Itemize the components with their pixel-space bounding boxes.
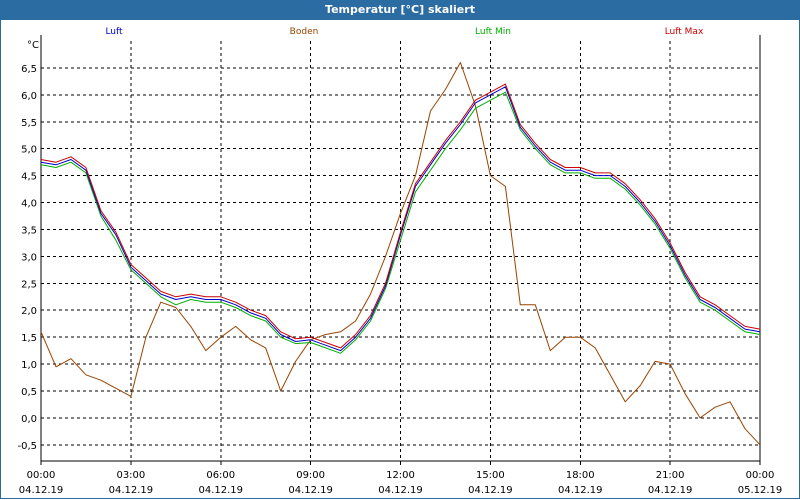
legend: Luft Boden Luft Min Luft Max (105, 27, 704, 37)
y-tick-label: 1,0 (21, 360, 37, 371)
y-tick-label: 4,0 (21, 199, 37, 210)
y-tick-label: 5,0 (21, 145, 37, 156)
legend-entry-luft: Luft (105, 27, 123, 37)
y-tick-label: 3,5 (21, 225, 37, 236)
series-line-luft (40, 86, 761, 352)
grid-lines (41, 41, 760, 461)
chart-title: Temperatur [°C] skaliert (325, 3, 475, 16)
x-tick-date-label: 04.12.19 (198, 485, 243, 496)
chart-panel: 6,5 6,0 5,5 5,0 4,5 4,0 3,5 3,0 2,5 2,0 1,5 1,0 0,5 0… (0, 20, 800, 499)
x-tick-date-label: 04.12.19 (468, 485, 513, 496)
x-tick-date-label: 04.12.19 (109, 485, 154, 496)
y-axis-unit-label: °C (27, 40, 39, 51)
x-tick-time-label: 00:00 (746, 470, 775, 481)
y-tick-label: 6,0 (21, 91, 37, 102)
y-tick-label: 0,5 (21, 387, 37, 398)
y-tick-label: 2,5 (21, 279, 37, 290)
x-tick-date-label: 05.12.19 (738, 485, 783, 496)
y-tick-label: -0,5 (17, 441, 37, 452)
x-tick-time-label: 03:00 (116, 470, 145, 481)
y-tick-label: 4,5 (21, 172, 37, 183)
title-bar (0, 0, 800, 20)
x-tick-time-label: 09:00 (296, 470, 325, 481)
legend-entry-luft-min: Luft Min (475, 27, 511, 37)
x-tick-time-label: 15:00 (476, 470, 505, 481)
y-tick-label: 5,5 (21, 118, 37, 129)
legend-entry-boden: Boden (290, 27, 319, 37)
temperature-chart: 6,5 6,0 5,5 5,0 4,5 4,0 3,5 3,0 2,5 2,0 1,5 1,0 0,5 0… (17, 27, 782, 496)
x-tick-date-label: 04.12.19 (378, 485, 423, 496)
x-tick-time-label: 00:00 (27, 470, 56, 481)
x-tick-date-label: 04.12.19 (648, 485, 693, 496)
y-tick-label: 0,0 (21, 414, 37, 425)
x-tick-time-label: 12:00 (386, 470, 415, 481)
x-tick-time-label: 06:00 (206, 470, 235, 481)
y-tick-label: 6,5 (21, 64, 37, 75)
y-tick-label: 3,0 (21, 252, 37, 263)
y-tick-label: 2,0 (21, 306, 37, 317)
axis-labels: 6,5 6,0 5,5 5,0 4,5 4,0 3,5 3,0 2,5 2,0 1,5 1,0 0,5 0… (17, 40, 782, 496)
x-tick-date-label: 04.12.19 (19, 485, 64, 496)
x-tick-date-label: 04.12.19 (558, 485, 603, 496)
series-line-luft-min (40, 91, 761, 354)
series-lines (40, 62, 761, 446)
series-line-luft-max (40, 83, 761, 349)
x-tick-time-label: 21:00 (656, 470, 685, 481)
series-line-boden (40, 62, 761, 446)
x-tick-date-label: 04.12.19 (288, 485, 333, 496)
legend-entry-luft-max: Luft Max (665, 27, 704, 37)
y-tick-label: 1,5 (21, 333, 37, 344)
x-tick-time-label: 18:00 (566, 470, 595, 481)
axes (40, 35, 761, 465)
